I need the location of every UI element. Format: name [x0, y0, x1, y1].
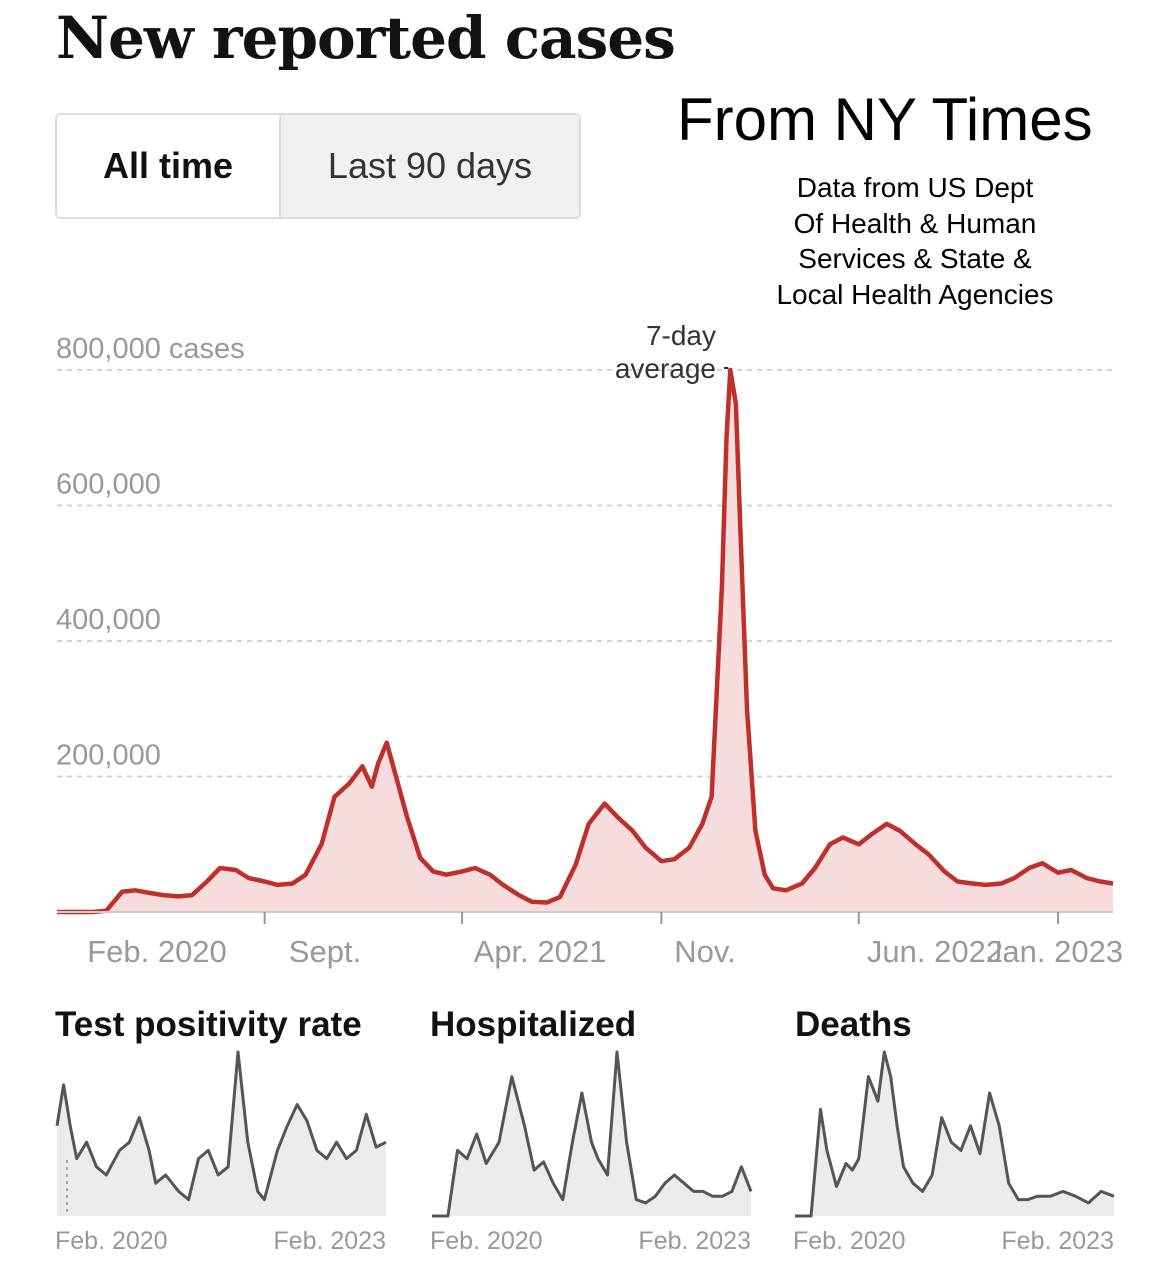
source-note-line: Local Health Agencies — [776, 278, 1054, 310]
small-chart-area — [795, 1052, 1114, 1216]
small-chart-line — [795, 1050, 1115, 1218]
small-chart-line — [55, 1050, 387, 1202]
small-x-tick-label: Feb. 2023 — [273, 1227, 386, 1255]
source-note-line: Services & State & — [798, 243, 1032, 274]
annotation-label: average — [615, 353, 716, 384]
small-x-tick-label: Feb. 2020 — [55, 1227, 168, 1255]
small-chart-title: Test positivity rate — [55, 1005, 362, 1044]
x-tick-label: Feb. 2020 — [87, 934, 227, 969]
small-x-tick-label: Feb. 2020 — [793, 1227, 906, 1255]
cases-line — [57, 367, 1114, 915]
x-tick-label: Jan. 2023 — [987, 934, 1123, 969]
x-tick-label: Jun. 2022 — [867, 934, 1003, 969]
small-chart-title: Hospitalized — [430, 1005, 636, 1044]
small-chart-area — [57, 1052, 386, 1216]
x-tick-label: Nov. — [674, 934, 735, 969]
x-tick-label: Sept. — [289, 934, 361, 969]
small-x-tick-label: Feb. 2020 — [430, 1227, 543, 1255]
small-chart-area — [432, 1052, 751, 1216]
y-tick-label: 400,000 — [56, 604, 161, 636]
y-tick-label: 200,000 — [56, 740, 161, 772]
time-range-toggle: All time Last 90 days — [55, 113, 581, 219]
toggle-all-time[interactable]: All time — [57, 115, 281, 217]
small-chart-line — [432, 1050, 753, 1218]
source-note-line: Data from US Dept — [796, 172, 1034, 203]
annotation-label: 7-day — [646, 320, 716, 351]
y-tick-label: 600,000 — [56, 469, 161, 501]
x-tick-label: Apr. 2021 — [474, 934, 607, 969]
small-chart-title: Deaths — [795, 1005, 912, 1044]
y-tick-label: 800,000 cases — [56, 333, 245, 365]
small-x-tick-label: Feb. 2023 — [1001, 1227, 1114, 1255]
small-x-tick-label: Feb. 2023 — [638, 1227, 751, 1255]
source-note-line: Of Health & Human — [793, 207, 1037, 239]
page-title: New reported cases — [56, 4, 676, 72]
source-note: Data from US Dept Of Health & Human Serv… — [750, 170, 1080, 312]
source-title: From NY Times — [677, 86, 1093, 153]
toggle-last-90-days[interactable]: Last 90 days — [281, 115, 579, 217]
